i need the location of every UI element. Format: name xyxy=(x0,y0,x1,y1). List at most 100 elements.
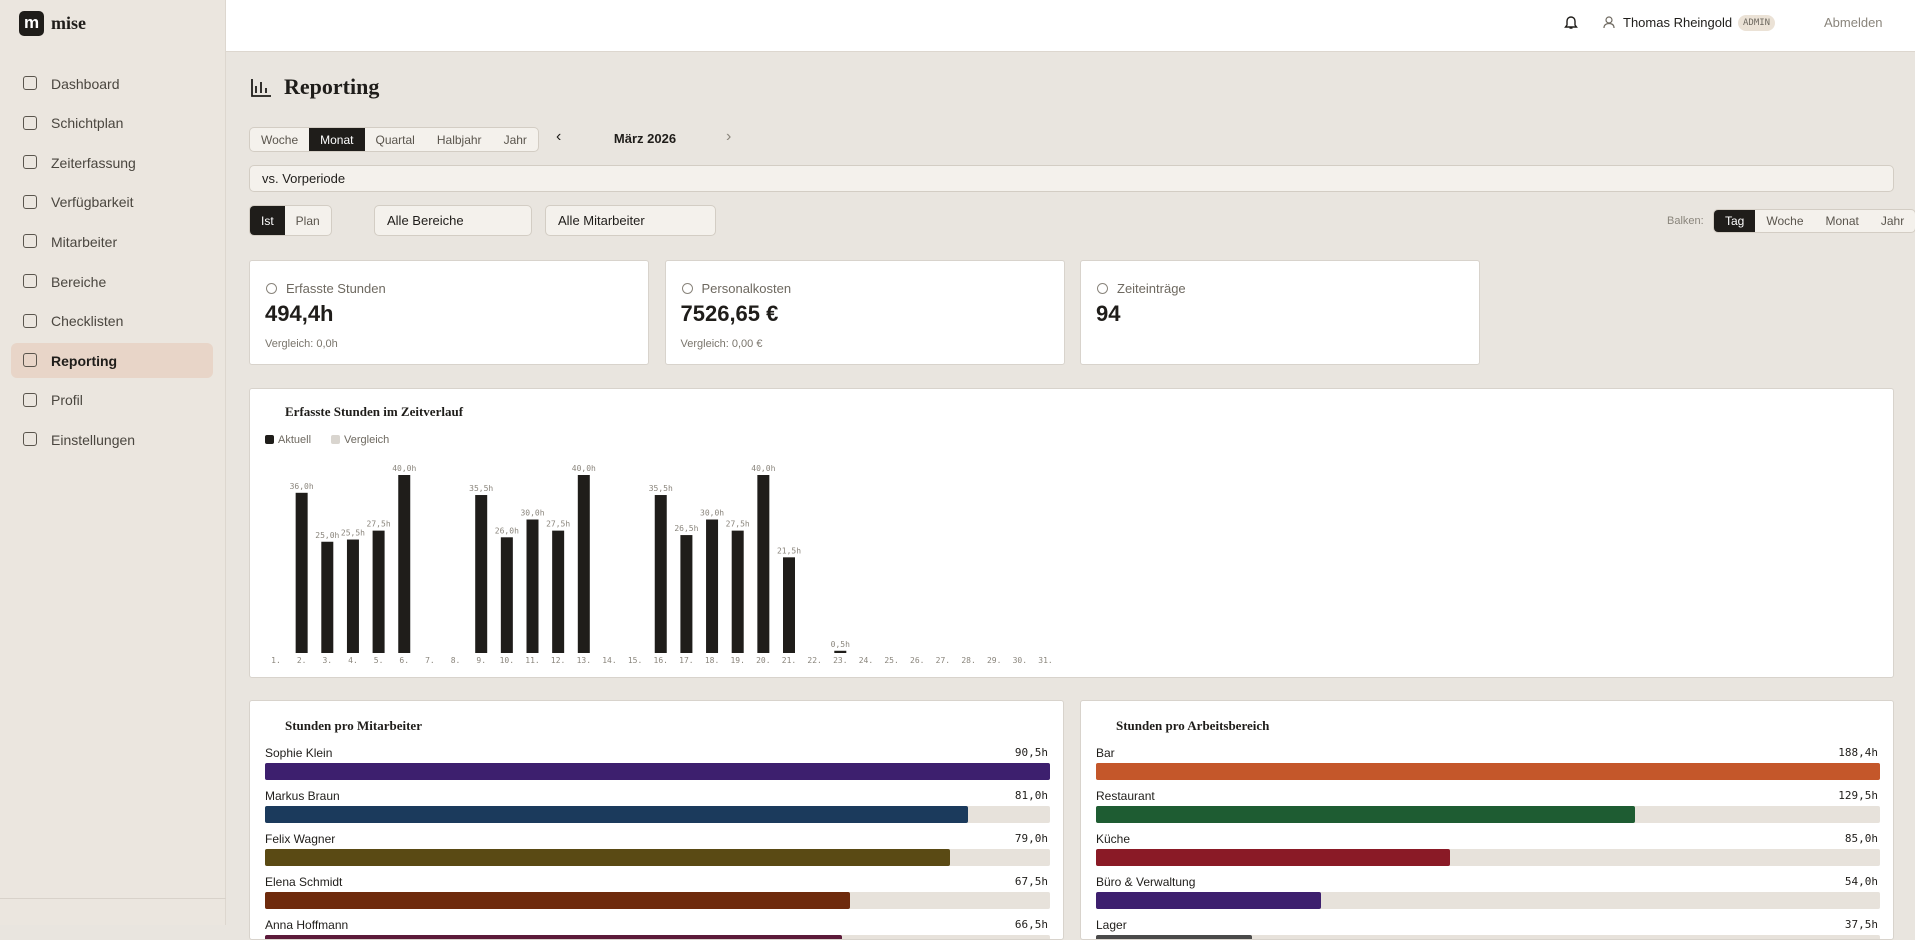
x-tick-label: 22. xyxy=(807,656,821,665)
x-tick-label: 9. xyxy=(476,656,486,665)
area-card: Stunden pro Arbeitsbereich Bar 188,4h Resta… xyxy=(1080,700,1894,940)
nav-item[interactable]: Einstellungen xyxy=(11,422,213,457)
user-name[interactable]: Thomas Rheingold xyxy=(1623,15,1733,30)
stat-label: Personalkosten xyxy=(701,281,792,296)
bar xyxy=(500,537,513,653)
bar xyxy=(1096,806,1635,823)
timeline-card: Erfasste Stunden im Zeitverlauf Aktuell V… xyxy=(249,388,1894,678)
nav-item[interactable]: Reporting xyxy=(11,343,213,379)
value-label: 30,0h xyxy=(700,509,724,518)
value-label: 35,5h xyxy=(469,484,493,493)
x-tick-label: 31. xyxy=(1038,656,1052,665)
stat-label: Erfasste Stunden xyxy=(286,281,386,296)
x-tick-label: 23. xyxy=(833,656,847,665)
row-label: Restaurant xyxy=(1096,789,1155,803)
stat-icon xyxy=(1097,283,1108,294)
bar xyxy=(265,892,851,909)
bar xyxy=(680,535,693,653)
x-tick-label: 12. xyxy=(551,656,565,665)
nav-item[interactable]: Mitarbeiter xyxy=(11,224,213,259)
bell-icon[interactable] xyxy=(1564,14,1578,30)
legend-swatch xyxy=(331,435,340,444)
tab[interactable]: Woche xyxy=(261,132,299,147)
tab[interactable]: Monat xyxy=(1825,214,1859,228)
stat-value: 7526,65 € xyxy=(680,301,779,326)
row-label: Küche xyxy=(1096,832,1131,846)
tab[interactable]: Quartal xyxy=(375,132,415,147)
x-tick-label: 1. xyxy=(271,656,281,665)
x-tick-label: 30. xyxy=(1013,656,1027,665)
page-title: Reporting xyxy=(284,74,380,99)
page-icon xyxy=(251,79,271,97)
tab[interactable]: Halbjahr xyxy=(436,132,482,147)
logo: m xyxy=(19,11,44,36)
bar xyxy=(526,519,539,653)
tab[interactable]: Jahr xyxy=(1880,214,1905,228)
next[interactable]: › xyxy=(726,128,732,145)
value-label: 40,0h xyxy=(751,464,775,473)
prev[interactable]: ‹ xyxy=(556,128,562,145)
value-label: 40,0h xyxy=(392,464,416,473)
employee-card: Stunden pro Mitarbeiter Sophie Klein 90,5h… xyxy=(249,700,1064,940)
filter: Alle Mitarbeiter xyxy=(558,213,645,228)
bar xyxy=(577,475,590,653)
x-tick-label: 8. xyxy=(451,656,461,665)
x-tick-label: 14. xyxy=(602,656,616,665)
nav-item[interactable]: Profil xyxy=(11,383,213,418)
role-badge: ADMIN xyxy=(1738,15,1776,31)
row-label: Elena Schmidt xyxy=(265,875,343,889)
x-tick-label: 10. xyxy=(500,656,514,665)
nav-item[interactable]: Bereiche xyxy=(11,264,213,299)
tab[interactable]: Tag xyxy=(1714,210,1756,232)
row-label: Büro & Verwaltung xyxy=(1096,875,1196,889)
tab[interactable]: Plan xyxy=(295,213,320,228)
x-tick-label: 29. xyxy=(987,656,1001,665)
x-tick-label: 13. xyxy=(577,656,591,665)
logout[interactable]: Abmelden xyxy=(1824,15,1883,30)
row-value: 54,0h xyxy=(1844,875,1878,888)
x-tick-label: 3. xyxy=(322,656,332,665)
area-filter[interactable]: Alle Bereiche xyxy=(374,205,532,236)
row-value: 85,0h xyxy=(1844,832,1878,845)
chart-title: Stunden pro Mitarbeiter xyxy=(285,718,422,733)
x-tick-label: 19. xyxy=(730,656,744,665)
nav-item[interactable]: Verfügbarkeit xyxy=(11,185,213,220)
nav-icon xyxy=(23,234,37,249)
tab[interactable]: Monat xyxy=(309,128,365,151)
timeline-chart: Aktuell Vergleich 1. 2. 36,0h 3. 25,0h 4. 25,5h 5… xyxy=(265,434,1053,665)
x-tick-label: 21. xyxy=(782,656,796,665)
nav-icon xyxy=(23,155,37,170)
app-name: mise xyxy=(51,13,86,33)
bar xyxy=(1096,849,1450,866)
nav-item[interactable]: Dashboard xyxy=(11,66,213,101)
tab[interactable]: Woche xyxy=(1766,214,1804,228)
x-tick-label: 15. xyxy=(628,656,642,665)
nav-item[interactable]: Checklisten xyxy=(11,304,213,339)
x-tick-label: 7. xyxy=(425,656,435,665)
tab[interactable]: Jahr xyxy=(503,132,527,147)
nav-item[interactable]: Zeiterfassung xyxy=(11,145,213,180)
value-label: 25,5h xyxy=(341,529,365,538)
row-label: Anna Hoffmann xyxy=(265,918,349,932)
bar xyxy=(1096,935,1253,939)
nav-icon xyxy=(23,194,37,209)
tab[interactable]: Ist xyxy=(250,206,285,235)
nav-icon xyxy=(23,76,37,90)
chart-title: Erfasste Stunden im Zeitverlauf xyxy=(285,404,464,419)
filter: Alle Bereiche xyxy=(387,213,464,228)
compare: vs. Vorperiode xyxy=(262,171,346,186)
row-label: Markus Braun xyxy=(265,789,340,803)
sidebar: m mise Dashboard Schichtplan Zeiterfassung… xyxy=(0,0,226,925)
stat-comparison: Vergleich: 0,0h xyxy=(265,338,338,350)
stat-card: Personalkosten 7526,65 € Vergleich: 0,00 € xyxy=(664,260,1065,365)
value-label: 30,0h xyxy=(520,509,544,518)
stat-comparison: Vergleich: 0,00 € xyxy=(680,338,763,350)
compare-select[interactable]: vs. Vorperiode xyxy=(249,165,1894,192)
employee-filter[interactable]: Alle Mitarbeiter xyxy=(545,205,716,236)
value-label: 36,0h xyxy=(290,482,314,491)
nav-icon xyxy=(23,115,37,130)
nav-item[interactable]: Schichtplan xyxy=(11,106,213,141)
bar xyxy=(265,849,951,866)
user-icon xyxy=(1603,16,1615,29)
row-label: Sophie Klein xyxy=(265,746,333,760)
